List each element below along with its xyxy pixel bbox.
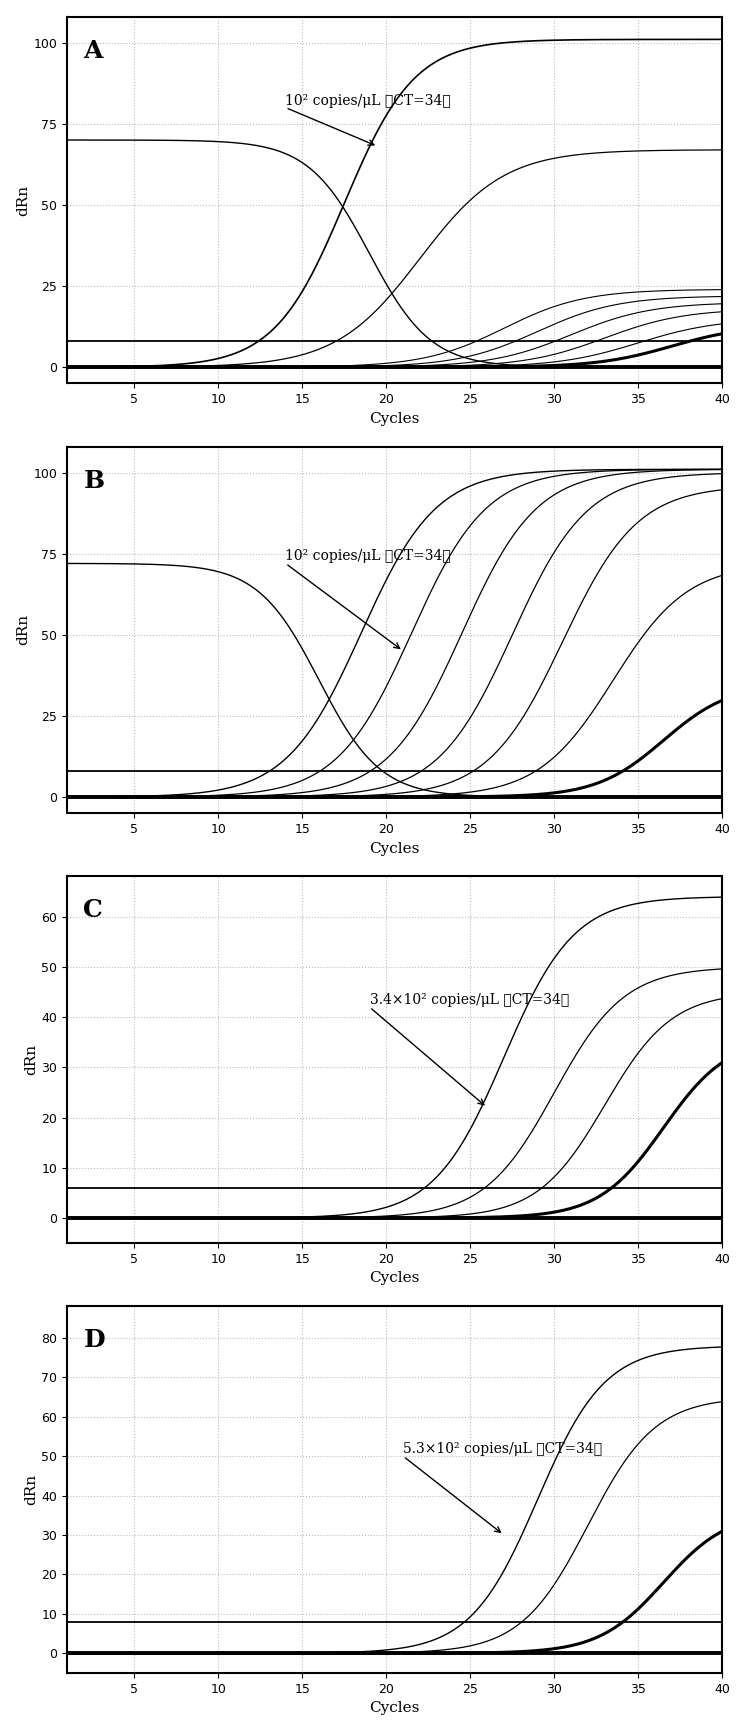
Text: A: A bbox=[84, 38, 103, 62]
Text: 10² copies/μL （CT=34）: 10² copies/μL （CT=34） bbox=[285, 549, 451, 563]
Text: 5.3×10² copies/μL （CT=34）: 5.3×10² copies/μL （CT=34） bbox=[403, 1443, 602, 1457]
Text: B: B bbox=[84, 469, 105, 492]
Y-axis label: dRn: dRn bbox=[16, 185, 31, 215]
Text: C: C bbox=[84, 899, 103, 923]
X-axis label: Cycles: Cycles bbox=[370, 1271, 420, 1285]
Text: 3.4×10² copies/μL （CT=34）: 3.4×10² copies/μL （CT=34） bbox=[370, 992, 568, 1006]
X-axis label: Cycles: Cycles bbox=[370, 412, 420, 426]
Y-axis label: dRn: dRn bbox=[16, 615, 31, 646]
X-axis label: Cycles: Cycles bbox=[370, 1701, 420, 1715]
Y-axis label: dRn: dRn bbox=[25, 1474, 39, 1505]
Y-axis label: dRn: dRn bbox=[25, 1044, 39, 1076]
Text: 10² copies/μL （CT=34）: 10² copies/μL （CT=34） bbox=[285, 94, 451, 107]
Text: D: D bbox=[84, 1328, 105, 1353]
X-axis label: Cycles: Cycles bbox=[370, 842, 420, 856]
